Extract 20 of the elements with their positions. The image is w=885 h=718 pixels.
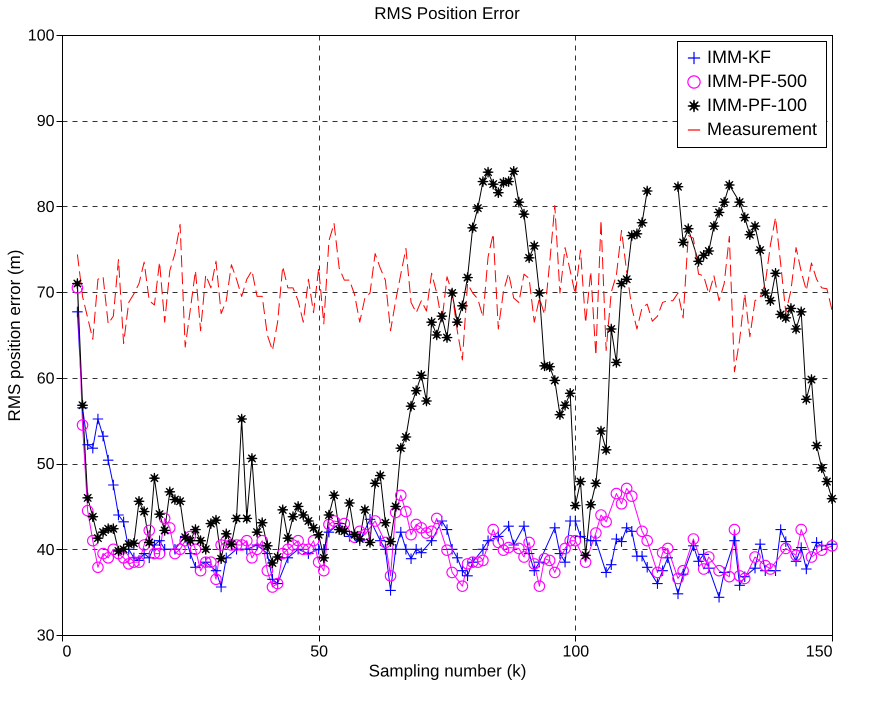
x-tick-label: 100 (562, 644, 590, 660)
y-tick-label: 40 (36, 542, 55, 559)
y-axis-title: RMS position error (m) (4, 250, 24, 422)
legend-label: IMM-PF-500 (707, 71, 808, 91)
legend-label: IMM-PF-100 (707, 95, 808, 115)
line-series (76, 205, 832, 372)
legend-label: IMM-KF (707, 47, 771, 67)
legend-label: Measurement (707, 119, 818, 139)
x-axis-title: Sampling number (k) (368, 662, 526, 680)
x-tick-label: 150 (806, 644, 833, 660)
y-tick-label: 30 (36, 628, 55, 644)
y-tick-label: 80 (36, 198, 55, 216)
y-tick-label: 90 (36, 113, 55, 130)
y-tick-label: 100 (28, 28, 55, 44)
y-tick-label: 50 (36, 456, 55, 474)
x-tick-label: 0 (62, 644, 72, 660)
x-tick-label: 50 (310, 644, 328, 660)
y-tick-label: 60 (36, 370, 55, 388)
y-tick-label: 70 (36, 284, 55, 302)
chart-title: RMS Position Error (374, 4, 520, 23)
